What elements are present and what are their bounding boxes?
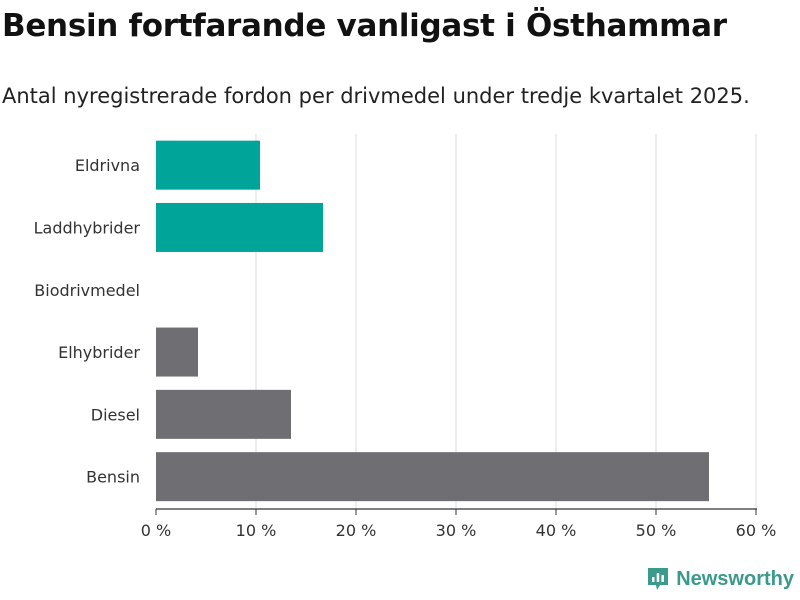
- bar-laddhybrider: [156, 202, 323, 252]
- newsworthy-logo: Newsworthy: [646, 566, 794, 592]
- bar-eldrivna: [156, 140, 260, 190]
- category-label: Bensin: [86, 468, 140, 487]
- x-tick-label: 30 %: [436, 521, 477, 540]
- newsworthy-logo-icon: [648, 568, 669, 590]
- x-tick-label: 50 %: [636, 521, 677, 540]
- bar-diesel: [156, 389, 291, 439]
- chart-title: Bensin fortfarande vanligast i Östhammar: [2, 8, 727, 44]
- bar-bensin: [156, 452, 709, 502]
- category-label: Laddhybrider: [34, 218, 141, 237]
- category-label: Elhybrider: [58, 343, 140, 362]
- category-label: Eldrivna: [75, 156, 140, 175]
- bar-elhybrider: [156, 327, 198, 377]
- x-tick-label: 60 %: [736, 521, 777, 540]
- x-tick-label: 40 %: [536, 521, 577, 540]
- category-label: Biodrivmedel: [34, 281, 140, 300]
- category-label: Diesel: [91, 405, 140, 424]
- brand-name: Newsworthy: [676, 567, 794, 590]
- x-tick-label: 20 %: [336, 521, 377, 540]
- x-tick-label: 10 %: [236, 521, 277, 540]
- x-tick-label: 0 %: [141, 521, 171, 540]
- chart-subtitle: Antal nyregistrerade fordon per drivmede…: [2, 84, 750, 108]
